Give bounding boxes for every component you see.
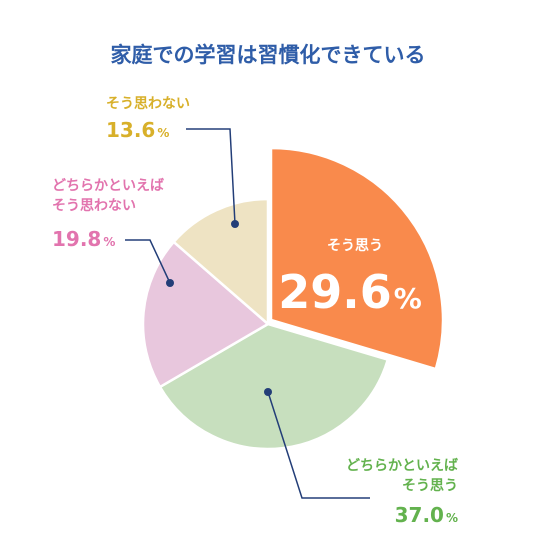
- pie-slice: [141, 240, 270, 389]
- pie-slice: [269, 146, 445, 371]
- slice-label: そう思う: [327, 238, 383, 254]
- slice-label: そう思わない: [52, 198, 136, 214]
- slice-percent: 29.6%: [278, 265, 422, 319]
- slice-percent: 13.6%: [106, 118, 169, 142]
- leader-dot: [166, 279, 174, 287]
- leader-line: [186, 128, 236, 225]
- slice-label: そう思う: [402, 478, 458, 494]
- pie-slice: [172, 197, 270, 326]
- leader-line: [125, 239, 171, 284]
- leader-dot: [231, 220, 239, 228]
- leader-line: [267, 391, 370, 499]
- leader-dot: [264, 388, 272, 396]
- pie-slices: [141, 146, 445, 451]
- slice-label: そう思わない: [106, 96, 190, 112]
- chart-title: 家庭での学習は習慣化できている: [111, 43, 426, 67]
- pie-slice: [158, 322, 390, 451]
- slice-label: どちらかといえば: [52, 178, 164, 194]
- slice-percent: 19.8%: [52, 227, 115, 251]
- slice-percent: 37.0%: [395, 503, 458, 527]
- slice-label: どちらかといえば: [346, 458, 458, 474]
